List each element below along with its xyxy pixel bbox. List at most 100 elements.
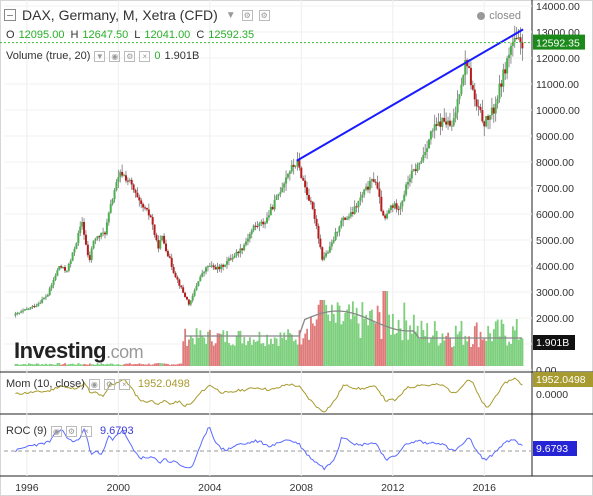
volume-bar bbox=[96, 363, 99, 366]
volume-bar bbox=[340, 324, 343, 366]
volume-bar bbox=[492, 329, 495, 366]
volume-bar bbox=[426, 323, 429, 366]
volume-bar bbox=[197, 337, 200, 366]
chevron-down-icon[interactable]: ▼ bbox=[225, 9, 236, 21]
volume-bar bbox=[109, 363, 112, 366]
volume-bar bbox=[90, 364, 93, 366]
collapse-icon[interactable] bbox=[4, 9, 16, 21]
volume-bar bbox=[60, 364, 63, 366]
volume-bar bbox=[506, 345, 509, 366]
close-icon[interactable]: × bbox=[118, 378, 130, 390]
volume-bar bbox=[83, 363, 86, 366]
eye-icon[interactable]: ◉ bbox=[88, 378, 100, 390]
volume-zero: 0 bbox=[154, 50, 161, 62]
close-icon[interactable]: × bbox=[80, 425, 92, 437]
chevron-down-icon[interactable]: ▼ bbox=[94, 50, 106, 62]
volume-bar bbox=[170, 364, 173, 366]
candle-body bbox=[450, 125, 453, 127]
volume-bar bbox=[428, 342, 430, 366]
candle-body bbox=[288, 171, 291, 174]
volume-legend: Volume (true, 20) ▼ ◉ ⚙ × 0 1.901B bbox=[6, 50, 199, 62]
volume-bar bbox=[22, 364, 25, 366]
volume-bar bbox=[148, 363, 150, 366]
candle-body bbox=[328, 246, 331, 253]
volume-bar bbox=[447, 332, 450, 366]
volume-bar bbox=[306, 328, 309, 366]
volume-bar bbox=[483, 337, 486, 366]
market-status: closed bbox=[477, 10, 521, 22]
volume-bar bbox=[115, 364, 118, 366]
volume-bar bbox=[405, 320, 408, 366]
candle-body bbox=[29, 307, 32, 309]
candle-body bbox=[330, 242, 333, 247]
candle-body bbox=[468, 66, 471, 68]
candle-body bbox=[517, 37, 520, 39]
candle-body bbox=[399, 206, 402, 210]
volume-bar bbox=[300, 344, 303, 366]
candle-body bbox=[94, 238, 97, 241]
candle-body bbox=[321, 247, 324, 260]
candle-body bbox=[220, 264, 223, 270]
status-text: closed bbox=[489, 10, 521, 22]
volume-bar bbox=[273, 337, 276, 366]
volume-bar bbox=[275, 338, 278, 366]
gear-icon[interactable]: ⚙ bbox=[258, 9, 270, 21]
volume-bar bbox=[346, 309, 349, 366]
settings-icon[interactable]: ⚙ bbox=[124, 50, 136, 62]
candle-body bbox=[69, 260, 72, 265]
x-tick-label: 1996 bbox=[15, 482, 39, 494]
volume-bar bbox=[310, 316, 312, 366]
candle-body bbox=[44, 296, 47, 298]
candle-body bbox=[92, 240, 95, 249]
candle-body bbox=[506, 58, 509, 74]
candle-body bbox=[151, 217, 154, 225]
volume-bar bbox=[180, 363, 183, 366]
volume-bar bbox=[182, 341, 185, 366]
close-icon[interactable]: × bbox=[139, 50, 151, 62]
candle-body bbox=[239, 248, 242, 254]
candle-body bbox=[153, 224, 156, 235]
settings-icon[interactable]: ⚙ bbox=[103, 378, 115, 390]
volume-bar bbox=[494, 321, 497, 366]
ohlc-readout: O 12095.00 H 12647.50 L 12041.00 C 12592… bbox=[6, 29, 256, 41]
volume-bar bbox=[71, 363, 74, 366]
candle-body bbox=[448, 120, 451, 126]
volume-bar bbox=[517, 339, 520, 366]
candle-body bbox=[466, 60, 469, 67]
candle-body bbox=[266, 217, 268, 223]
volume-bar bbox=[470, 347, 472, 366]
candle-body bbox=[195, 285, 198, 291]
volume-bar bbox=[283, 332, 286, 366]
investing-logo: Investing.com bbox=[14, 338, 144, 364]
candle-body bbox=[477, 106, 480, 108]
candle-body bbox=[144, 207, 147, 209]
volume-badge bbox=[533, 335, 575, 350]
volume-bar bbox=[464, 335, 467, 366]
volume-bar bbox=[399, 328, 402, 366]
eye-icon[interactable]: ◉ bbox=[109, 50, 121, 62]
volume-bar bbox=[134, 364, 137, 366]
volume-bar bbox=[412, 314, 415, 366]
volume-bar bbox=[424, 336, 427, 366]
volume-bar bbox=[43, 364, 46, 366]
volume-bar bbox=[330, 304, 333, 366]
candle-body bbox=[54, 275, 57, 281]
settings-icon[interactable]: ⚙ bbox=[65, 425, 77, 437]
candle-body bbox=[513, 37, 516, 42]
candle-body bbox=[227, 258, 230, 262]
volume-bar bbox=[169, 364, 171, 366]
volume-bar bbox=[477, 347, 480, 366]
candle-body bbox=[267, 215, 270, 218]
candle-body bbox=[246, 238, 249, 242]
volume-bar bbox=[100, 363, 103, 366]
volume-bar bbox=[363, 318, 366, 366]
candle-body bbox=[77, 232, 80, 244]
candle-body bbox=[264, 222, 267, 225]
chart-title: DAX, Germany, M, Xetra (CFD) bbox=[22, 7, 218, 23]
candle-body bbox=[391, 205, 394, 208]
eye-icon[interactable]: ◉ bbox=[50, 425, 62, 437]
candle-body bbox=[414, 169, 417, 172]
candle-body bbox=[100, 232, 103, 237]
volume-bar bbox=[380, 338, 383, 366]
settings-icon[interactable]: ⚙ bbox=[241, 9, 253, 21]
